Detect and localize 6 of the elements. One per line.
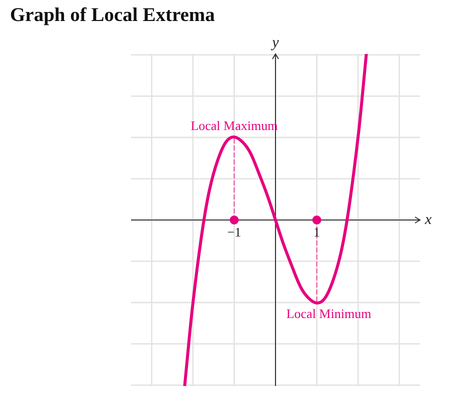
chart-title: Graph of Local Extrema [10,5,215,27]
x-axis-title: x [424,212,432,228]
annotation: Local Minimum [286,306,372,321]
x-tick-label: 1 [314,224,320,240]
y-axis-title: y [270,35,280,51]
x-tick-label: −1 [227,224,242,240]
